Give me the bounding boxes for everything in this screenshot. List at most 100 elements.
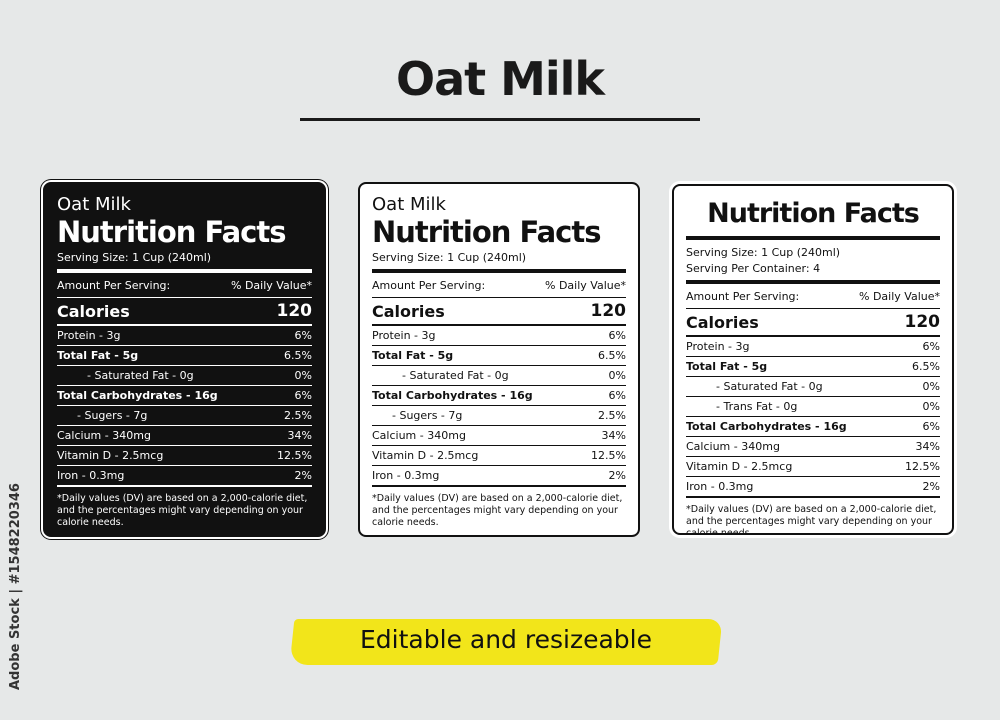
calories-value: 120 <box>590 301 627 321</box>
nutrient-label: - Sugers - 7g <box>77 409 148 422</box>
nutrition-facts-heading: Nutrition Facts <box>707 198 920 229</box>
amount-label: Amount Per Serving: <box>686 289 800 303</box>
nutrition-facts-heading: Nutrition Facts <box>372 215 601 249</box>
amount-header: Amount Per Serving: % Daily Value* <box>372 273 626 297</box>
nutrition-facts-heading: Nutrition Facts <box>57 215 286 249</box>
nutrient-label: Protein - 3g <box>686 340 750 353</box>
nutrient-row: Vitamin D - 2.5mcg 12.5% <box>372 446 626 465</box>
nutrient-row: Calcium - 340mg 34% <box>686 437 940 456</box>
product-name: Oat Milk <box>57 194 131 215</box>
divider <box>372 269 626 273</box>
serving-size: Serving Size: 1 Cup (240ml) <box>57 251 212 264</box>
divider <box>57 405 312 406</box>
nutrient-label: Iron - 0.3mg <box>372 469 440 482</box>
nutrient-value: 2% <box>608 469 626 482</box>
calories-value: 120 <box>904 312 941 332</box>
nutrient-label: Total Carbohydrates - 16g <box>372 389 533 402</box>
nutrient-row: - Trans Fat - 0g 0% <box>686 397 940 416</box>
divider <box>372 297 626 298</box>
nutrient-label: Calcium - 340mg <box>686 440 780 453</box>
nutrient-value: 6% <box>294 329 312 342</box>
divider <box>372 345 626 346</box>
servings-per-container: Serving Per Container: 4 <box>686 262 821 275</box>
divider <box>686 280 940 284</box>
nutrient-value: 2% <box>294 469 312 482</box>
nutrient-value: 0% <box>608 369 626 382</box>
divider <box>372 485 626 487</box>
nutrient-value: 12.5% <box>277 449 312 462</box>
amount-label: Amount Per Serving: <box>57 278 171 292</box>
nutrient-value: 2.5% <box>284 409 312 422</box>
title-underline <box>300 118 700 121</box>
divider <box>372 405 626 406</box>
nutrient-label: - Trans Fat - 0g <box>716 400 798 413</box>
divider <box>57 445 312 446</box>
nutrient-label: Total Fat - 5g <box>372 349 454 362</box>
nutrient-label: Total Carbohydrates - 16g <box>686 420 847 433</box>
nutrient-row: Total Carbohydrates - 16g 6% <box>372 386 626 405</box>
daily-value-label: % Daily Value* <box>859 289 940 303</box>
nutrient-value: 34% <box>287 429 312 442</box>
nutrient-value: 12.5% <box>591 449 626 462</box>
nutrient-row: Calcium - 340mg 34% <box>57 426 312 445</box>
nutrient-row: Iron - 0.3mg 2% <box>686 477 940 496</box>
nutrient-row: - Saturated Fat - 0g 0% <box>57 366 312 385</box>
nutrient-row: Total Carbohydrates - 16g 6% <box>57 386 312 405</box>
nutrient-row: - Sugers - 7g 2.5% <box>57 406 312 425</box>
calories-row: Calories 120 <box>372 298 626 324</box>
nutrient-row: Total Fat - 5g 6.5% <box>57 346 312 365</box>
divider <box>372 465 626 466</box>
nutrient-label: Protein - 3g <box>57 329 121 342</box>
nutrient-label: Vitamin D - 2.5mcg <box>686 460 793 473</box>
nutrient-value: 0% <box>922 380 940 393</box>
calories-label: Calories <box>57 301 130 321</box>
daily-value-label: % Daily Value* <box>545 278 626 292</box>
nutrient-label: - Sugers - 7g <box>392 409 463 422</box>
nutrient-row: Total Fat - 5g 6.5% <box>372 346 626 365</box>
nutrient-row: Protein - 3g 6% <box>372 326 626 345</box>
nutrient-value: 12.5% <box>905 460 940 473</box>
nutrient-label: Calcium - 340mg <box>372 429 466 442</box>
nutrient-value: 6.5% <box>912 360 940 373</box>
divider <box>686 436 940 437</box>
nutrient-value: 6% <box>922 340 940 353</box>
nutrient-row: Protein - 3g 6% <box>686 337 940 356</box>
nutrient-row: Vitamin D - 2.5mcg 12.5% <box>57 446 312 465</box>
nutrition-label-dark: Oat Milk Nutrition Facts Serving Size: 1… <box>43 182 326 537</box>
calories-label: Calories <box>686 312 759 332</box>
footnote: *Daily values (DV) are based on a 2,000-… <box>372 493 623 528</box>
divider <box>372 425 626 426</box>
nutrient-value: 6% <box>608 389 626 402</box>
divider <box>57 365 312 366</box>
calories-row: Calories 120 <box>686 309 940 335</box>
nutrient-row: Calcium - 340mg 34% <box>372 426 626 445</box>
calories-value: 120 <box>276 301 313 321</box>
nutrient-row: - Saturated Fat - 0g 0% <box>372 366 626 385</box>
nutrition-label-light: Oat Milk Nutrition Facts Serving Size: 1… <box>358 182 640 537</box>
nutrient-label: Calcium - 340mg <box>57 429 151 442</box>
page-title: Oat Milk <box>395 52 605 106</box>
daily-value-label: % Daily Value* <box>231 278 312 292</box>
divider <box>57 485 312 487</box>
stock-credit: Adobe Stock | #1548220346 <box>8 483 23 690</box>
nutrient-label: Protein - 3g <box>372 329 436 342</box>
nutrient-value: 0% <box>294 369 312 382</box>
amount-header: Amount Per Serving: % Daily Value* <box>686 284 940 308</box>
nutrient-value: 6% <box>294 389 312 402</box>
nutrient-label: Total Fat - 5g <box>686 360 768 373</box>
nutrient-value: 6.5% <box>598 349 626 362</box>
nutrient-value: 34% <box>601 429 626 442</box>
nutrient-row: Iron - 0.3mg 2% <box>57 466 312 485</box>
divider <box>686 416 940 417</box>
nutrient-label: Vitamin D - 2.5mcg <box>372 449 479 462</box>
divider <box>686 376 940 377</box>
amount-label: Amount Per Serving: <box>372 278 486 292</box>
nutrient-label: - Saturated Fat - 0g <box>87 369 194 382</box>
nutrient-label: Vitamin D - 2.5mcg <box>57 449 164 462</box>
nutrient-label: - Saturated Fat - 0g <box>402 369 509 382</box>
calories-label: Calories <box>372 301 445 321</box>
nutrient-label: - Saturated Fat - 0g <box>716 380 823 393</box>
serving-size: Serving Size: 1 Cup (240ml) <box>686 246 841 259</box>
divider <box>686 335 940 337</box>
nutrient-label: Total Carbohydrates - 16g <box>57 389 218 402</box>
